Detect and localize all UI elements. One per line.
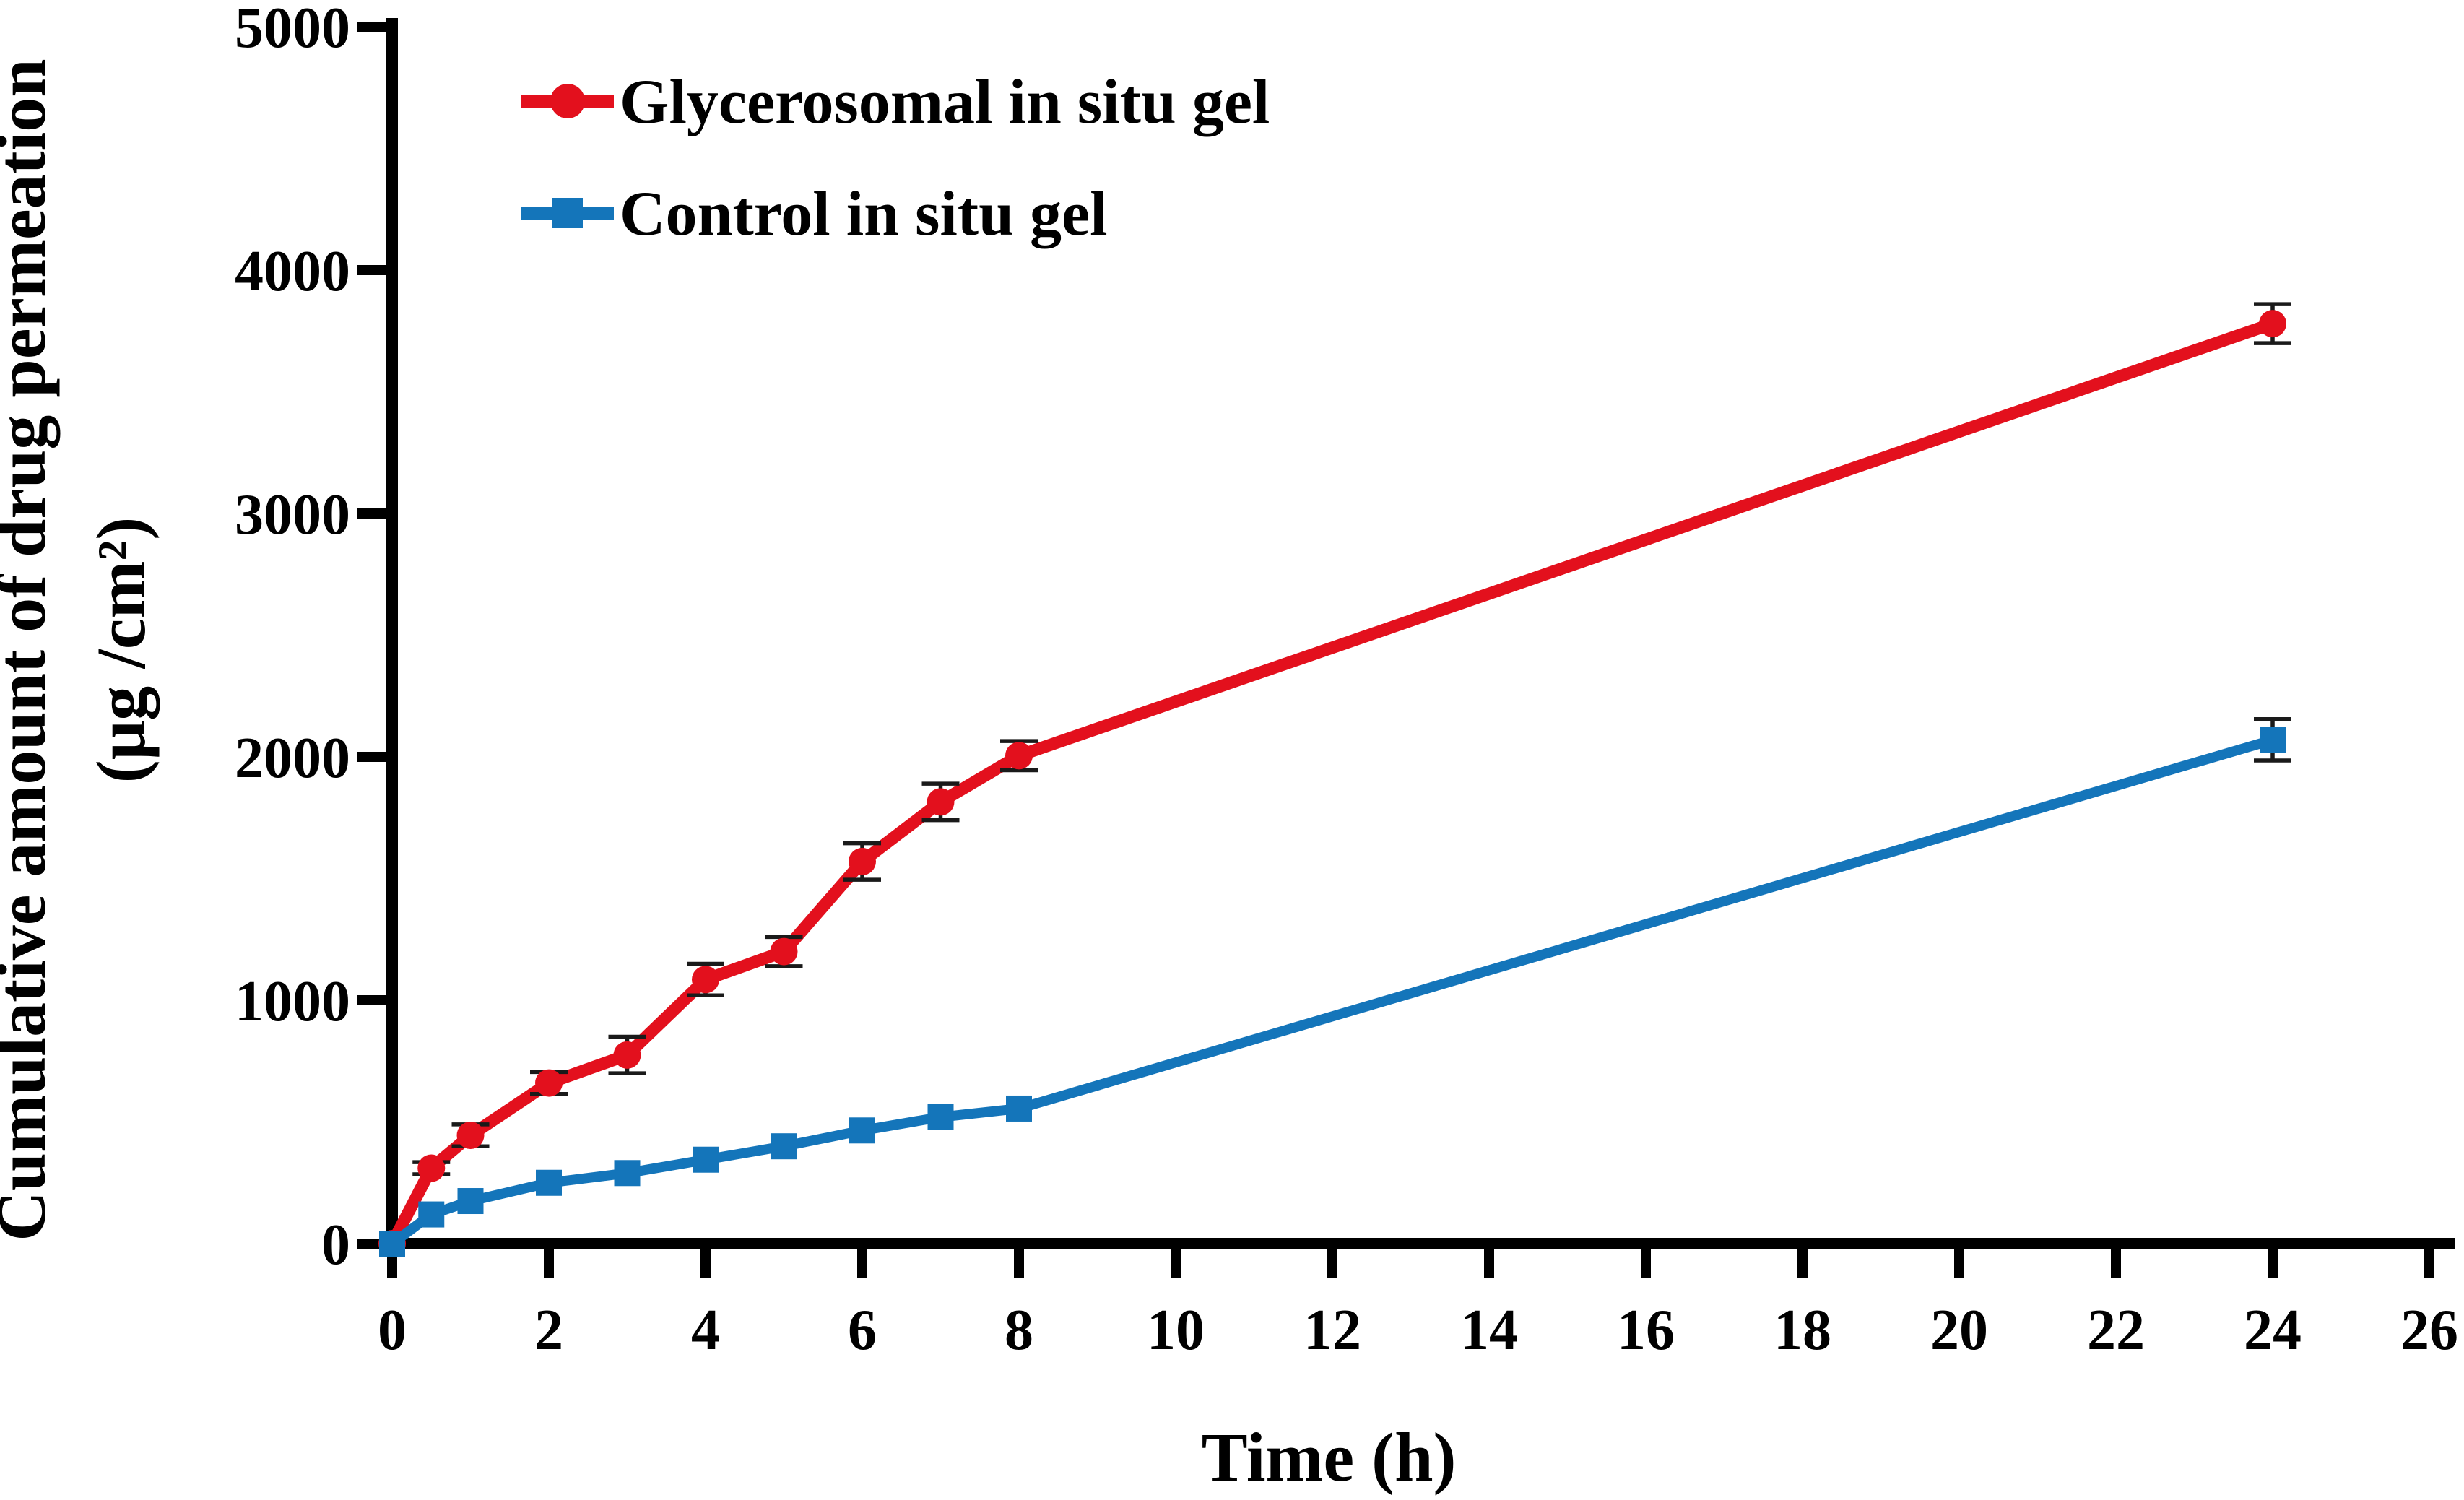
x-tick-label: 6	[848, 1299, 877, 1362]
x-tick-label: 16	[1617, 1299, 1675, 1362]
control-in-situ-gel-marker	[379, 1231, 405, 1257]
control-in-situ-gel-marker	[771, 1133, 797, 1160]
x-tick-label: 2	[534, 1299, 563, 1362]
y-axis-title-line2: (μg /cm²)	[82, 517, 160, 783]
x-tick-label: 14	[1460, 1299, 1518, 1362]
glycerosomal-in-situ-gel-marker	[535, 1069, 563, 1097]
glycerosomal-in-situ-gel-marker	[1005, 742, 1033, 770]
legend-circle-marker-icon	[550, 84, 585, 118]
x-tick-label: 22	[2087, 1299, 2145, 1362]
glycerosomal-in-situ-gel-marker	[849, 847, 876, 875]
x-tick-label: 10	[1147, 1299, 1205, 1362]
control-in-situ-gel-marker	[1006, 1095, 1032, 1122]
glycerosomal-in-situ-gel-marker	[456, 1122, 485, 1150]
x-tick-label: 26	[2400, 1299, 2458, 1362]
control-in-situ-gel-line	[387, 734, 2278, 1249]
x-tick-label: 0	[378, 1299, 407, 1362]
y-tick-label: 3000	[235, 483, 350, 547]
x-tick-label: 12	[1303, 1299, 1361, 1362]
glycerosomal-in-situ-gel-marker	[613, 1041, 641, 1069]
legend-item-control-in-situ-gel: Control in situ gel	[521, 179, 1108, 249]
x-axis-title: Time (h)	[1202, 1418, 1457, 1496]
control-in-situ-gel-marker	[849, 1117, 875, 1144]
control-in-situ-gel-marker	[457, 1188, 484, 1215]
control-in-situ-gel-marker	[614, 1160, 641, 1187]
y-tick-label: 4000	[235, 240, 350, 303]
glycerosomal-in-situ-gel-marker	[417, 1154, 446, 1182]
y-tick-label: 2000	[235, 727, 350, 790]
legend-label: Glycerosomal in situ gel	[620, 67, 1270, 137]
legend-square-marker-icon	[552, 198, 583, 228]
y-axis-title-line1: Cumulative amount of drug permeation	[0, 58, 60, 1241]
control-in-situ-gel-marker	[693, 1146, 719, 1173]
control-in-situ-gel-marker	[2260, 727, 2286, 753]
x-tick-label: 20	[1930, 1299, 1988, 1362]
control-in-situ-gel-marker	[536, 1169, 562, 1196]
y-tick-label: 5000	[235, 0, 350, 60]
glycerosomal-in-situ-gel-line	[386, 317, 2279, 1250]
x-tick-label: 8	[1005, 1299, 1033, 1362]
x-tick-label: 4	[691, 1299, 720, 1362]
x-tick-label: 24	[2244, 1299, 2302, 1362]
glycerosomal-in-situ-gel-marker	[2259, 310, 2286, 338]
legend-item-glycerosomal-in-situ-gel: Glycerosomal in situ gel	[521, 67, 1270, 137]
glycerosomal-in-situ-gel-marker	[770, 937, 798, 966]
glycerosomal-in-situ-gel-marker	[692, 966, 719, 994]
glycerosomal-in-situ-gel-marker	[927, 788, 955, 816]
x-tick-label: 18	[1774, 1299, 1831, 1362]
legend-label: Control in situ gel	[620, 179, 1108, 249]
y-tick-label: 1000	[235, 970, 350, 1033]
y-tick-label: 0	[321, 1213, 350, 1277]
control-in-situ-gel-marker	[927, 1104, 954, 1130]
control-in-situ-gel-marker	[418, 1201, 445, 1228]
